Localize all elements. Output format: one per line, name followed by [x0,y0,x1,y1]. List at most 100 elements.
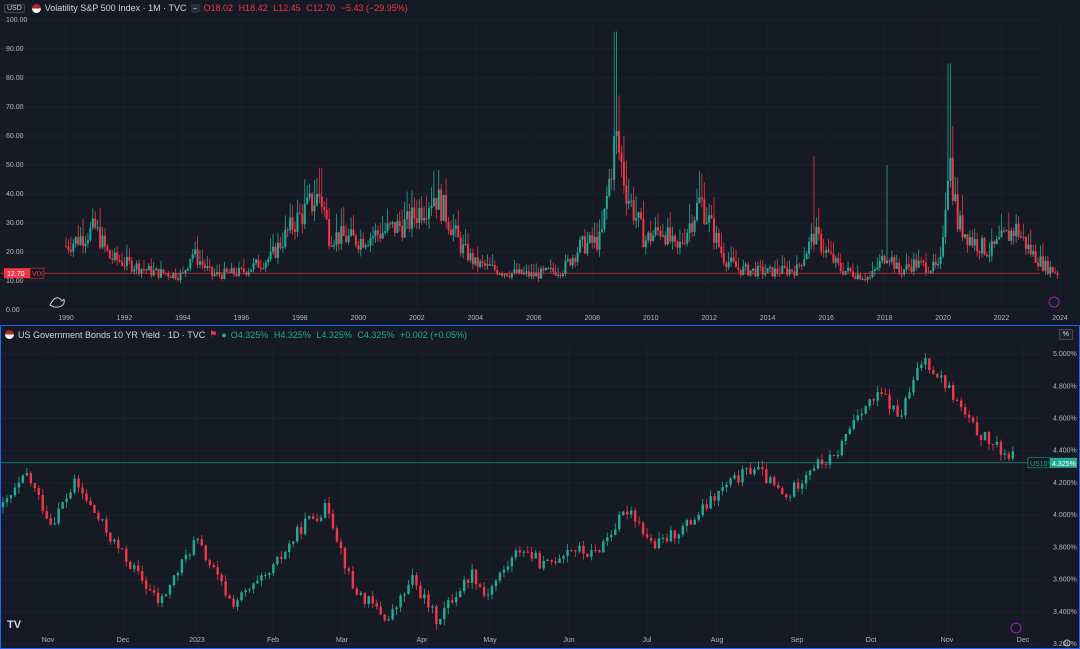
us10y-candle [876,392,879,401]
vix-candle [432,198,435,207]
vix-candle [932,261,935,271]
vix-chart-pane[interactable]: 100.00 90.00 80.00 70.00 60.00 50.00 40.00 30.0… [0,0,1080,324]
vix-candle [661,235,664,237]
us10y-candle [558,558,561,563]
vix-candle [525,271,528,273]
vix-candle [335,232,338,245]
us10y-symbol-title[interactable]: US Government Bonds 10 YR Yield · 1D · T… [18,329,206,340]
us10y-candle [168,585,172,595]
us10y-candle [113,539,116,542]
x-tick-label: Feb [267,637,279,644]
vix-candle [196,249,199,265]
vix-candle [1056,272,1059,275]
us10y-candle [566,549,569,557]
us10y-candle [983,431,987,441]
vix-candle [559,274,562,276]
vix-candle [1024,236,1027,249]
vix-candle [793,271,796,276]
vix-candle [367,245,370,247]
vix-candle [320,196,323,208]
vix-candle [915,259,918,268]
us10y-candle [693,519,696,525]
us10y-candle [363,592,366,604]
vix-candle [744,264,747,267]
us10y-price-label: 4.325% [1052,461,1076,468]
x-tick-label: Apr [417,637,429,644]
us10y-candle [494,580,498,587]
vix-candle [1010,230,1013,241]
vix-candle [669,227,672,242]
vix-candle [491,265,494,267]
us10y-candle [462,579,466,592]
vix-candle [934,261,937,266]
vix-candle [323,207,326,211]
percent-scale-button[interactable]: % [1058,329,1073,340]
vix-candle [425,218,428,220]
us10y-chart-pane[interactable]: 5.000% 4.800% 4.600% 4.400% 4.200% 4.000% 3.80… [0,325,1080,649]
y-tick-label: 50.00 [6,162,24,169]
vix-candle [593,236,596,243]
vix-candle [708,215,711,223]
us10y-candle [459,591,462,597]
us10y-candle [13,487,17,496]
vix-candle [610,178,613,180]
vix-candle [396,221,399,233]
flag-marker-icon[interactable]: ⚑ [209,329,218,339]
x-tick-label: 2020 [935,315,951,322]
us10y-candle [69,492,72,499]
vix-candle [659,230,662,237]
x-tick-label: Jun [563,637,574,644]
vix-candle [250,269,253,272]
vix-candle [362,238,365,248]
currency-button[interactable]: USD [4,3,25,13]
vix-candle [77,237,80,245]
vix-candle [625,185,628,204]
us10y-candle [272,564,275,574]
us10y-candle [932,370,935,374]
x-tick-label: Nov [42,637,55,644]
us10y-candle [681,525,685,535]
vix-candle [783,265,786,268]
vix-candle [652,235,655,242]
vix-candle [442,195,445,221]
us10y-candle [359,592,363,595]
x-tick-label: 2022 [994,315,1010,322]
vix-candle [201,261,204,265]
vix-candle [527,271,530,277]
vix-candle [167,273,170,277]
vix-candle [973,239,976,246]
us10y-candle [673,530,677,539]
vix-chart-canvas[interactable]: 100.00 90.00 80.00 70.00 60.00 50.00 40.00 30.0… [0,0,1080,324]
us10y-candle [260,575,263,581]
vix-candle [177,278,180,280]
vix-candle [637,212,640,219]
us10y-candle [196,538,200,541]
us10y-candle [920,364,923,369]
us10y-candle [152,590,156,593]
vix-candle [242,268,245,273]
vix-candle [130,260,133,272]
vix-candle [995,239,998,245]
vix-candle [257,259,260,268]
us10y-chart-canvas[interactable]: 5.000% 4.800% 4.600% 4.400% 4.200% 4.000% 3.80… [1,326,1079,648]
vix-candle [464,243,467,245]
us10y-candle [610,535,613,538]
vix-candle [722,253,725,264]
vix-candle [791,269,794,272]
us10y-candle [625,511,629,515]
vix-candle [571,258,574,266]
vix-candle [795,264,798,276]
us10y-candle [705,504,708,509]
vix-candle [771,267,774,277]
vix-candle [871,270,874,278]
vix-candle [703,199,706,224]
us10y-candle [81,487,84,494]
vix-candle [805,253,808,260]
collapse-icon[interactable]: − [190,3,200,13]
vix-candle [847,267,850,272]
vix-candle [683,243,686,245]
vix-candle [284,229,287,247]
vix-symbol-title[interactable]: Volatility S&P 500 Index · 1M · TVC [44,3,187,13]
vix-candle [866,277,869,280]
us10y-candle [21,475,25,483]
